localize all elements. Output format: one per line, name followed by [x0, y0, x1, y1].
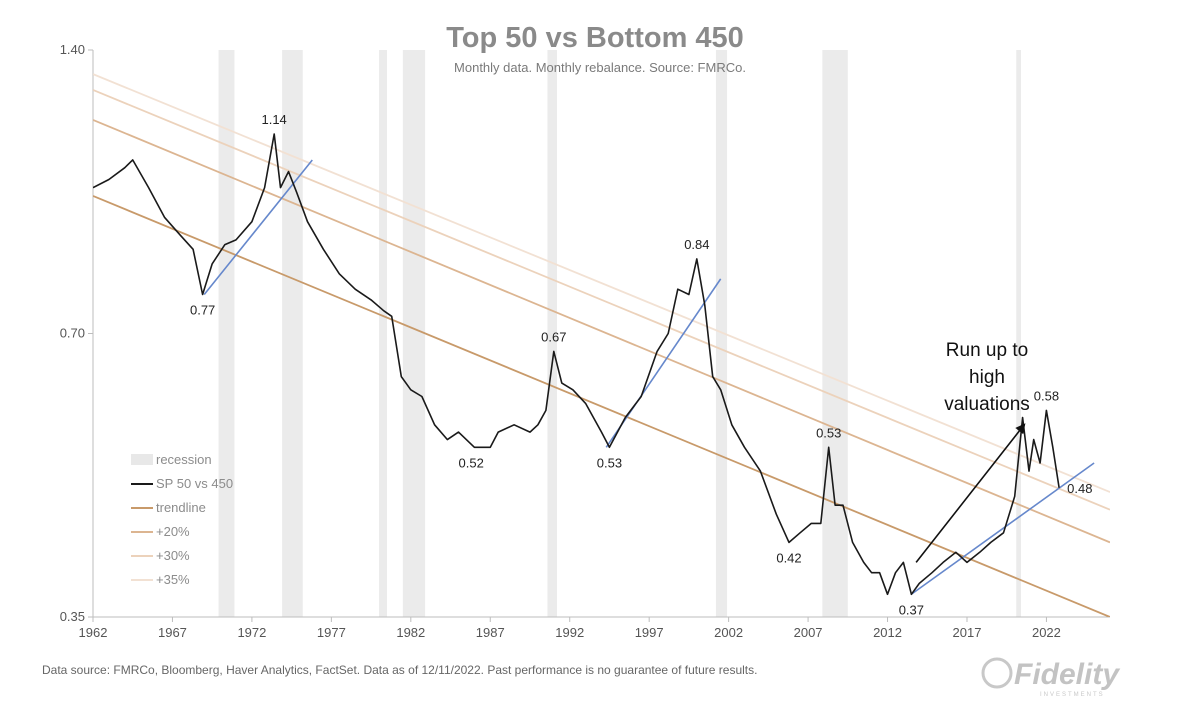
x-tick-label: 2022 — [1032, 625, 1061, 640]
legend-label: +30% — [156, 548, 190, 563]
data-label: 0.53 — [816, 425, 841, 440]
data-label: 0.42 — [776, 550, 801, 565]
peak-labels: 1.14 0.77 0.67 0.52 0.53 0.84 0.53 0.42 0.37 0.58… — [190, 112, 1092, 617]
support-line — [910, 462, 1095, 595]
data-label: 0.53 — [597, 455, 622, 470]
x-tick-label: 1987 — [476, 625, 505, 640]
legend-label: trendline — [156, 500, 206, 515]
legend-swatch — [131, 454, 153, 465]
support-line — [203, 159, 313, 296]
data-label: 0.58 — [1034, 388, 1059, 403]
data-label: 1.14 — [261, 112, 286, 127]
trend-line — [93, 73, 1110, 493]
logo-text: Fidelity — [1014, 658, 1120, 691]
trend-line — [93, 195, 1110, 617]
recession-band — [547, 50, 558, 617]
data-label: 0.48 — [1067, 481, 1092, 496]
recession-band — [379, 50, 387, 617]
data-label: 0.67 — [541, 329, 566, 344]
trend-lines — [93, 73, 1110, 617]
series-line-sp50-vs-450 — [93, 133, 1060, 596]
recession-band — [402, 50, 426, 617]
x-tick-label: 1997 — [635, 625, 664, 640]
annotation-arrow — [915, 423, 1026, 563]
support-line — [605, 278, 722, 448]
x-tick-label: 1972 — [237, 625, 266, 640]
recession-band — [282, 50, 303, 617]
annotation-text: valuations — [944, 394, 1030, 415]
recession-band — [715, 50, 728, 617]
recession-band — [822, 50, 848, 617]
recession-band — [1016, 50, 1022, 617]
x-tick-label: 1967 — [158, 625, 187, 640]
footnote: Data source: FMRCo, Bloomberg, Haver Ana… — [42, 663, 757, 677]
x-tick-label: 1992 — [555, 625, 584, 640]
fidelity-logo: Fidelity INVESTMENTS — [981, 657, 1120, 698]
x-tick-label: 2017 — [953, 625, 982, 640]
chart-subtitle: Monthly data. Monthly rebalance. Source:… — [454, 60, 746, 75]
x-tick-label: 1962 — [79, 625, 108, 640]
series-lines — [93, 133, 1060, 596]
data-label: 0.84 — [684, 237, 709, 252]
recession-band — [218, 50, 235, 617]
legend-label: +20% — [156, 524, 190, 539]
legend-label: SP 50 vs 450 — [156, 476, 233, 491]
logo-mark-icon — [981, 657, 1013, 689]
legend-label: recession — [156, 452, 212, 467]
x-tick-label: 1982 — [396, 625, 425, 640]
legend-label: +35% — [156, 572, 190, 587]
data-label: 0.77 — [190, 303, 215, 318]
annotation-text: Run up to — [946, 340, 1028, 361]
x-tick-label: 2012 — [873, 625, 902, 640]
data-label: 0.52 — [459, 455, 484, 470]
x-tick-label: 2007 — [794, 625, 823, 640]
logo-subtext: INVESTMENTS — [1040, 692, 1105, 698]
y-tick-label: 0.70 — [60, 326, 85, 341]
y-tick-label: 1.40 — [60, 42, 85, 57]
trend-line — [93, 89, 1110, 511]
chart-title: Top 50 vs Bottom 450 — [446, 22, 744, 54]
annotation: Run up to high valuations — [915, 340, 1030, 563]
support-lines — [203, 159, 1095, 595]
legend: recession SP 50 vs 450 trendline +20% +30% +3… — [131, 452, 233, 587]
x-tick-label: 2002 — [714, 625, 743, 640]
data-label: 0.37 — [899, 602, 924, 617]
x-tick-label: 1977 — [317, 625, 346, 640]
y-tick-label: 0.35 — [60, 609, 85, 624]
annotation-text: high — [969, 367, 1005, 388]
trend-line — [93, 119, 1110, 544]
